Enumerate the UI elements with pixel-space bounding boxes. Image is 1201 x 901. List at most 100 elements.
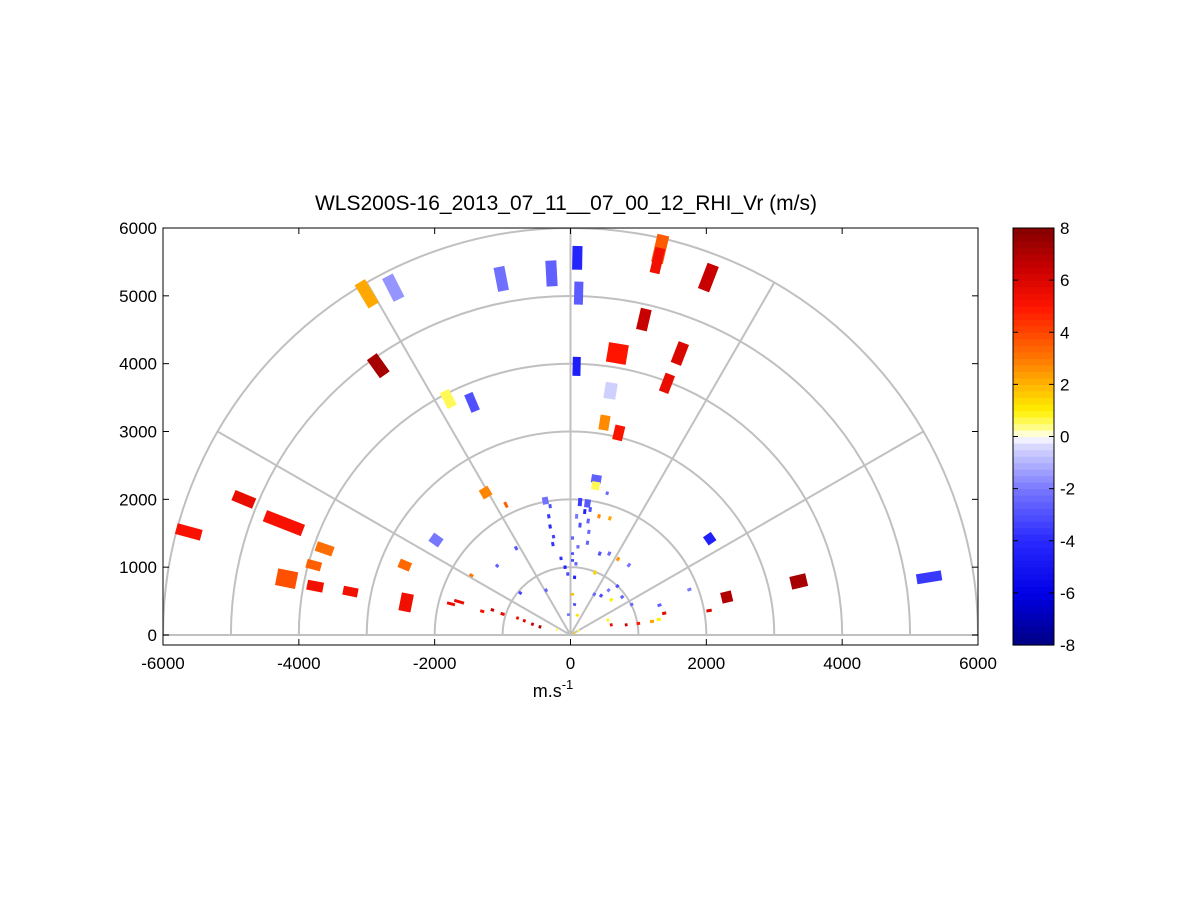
velocity-point-103 xyxy=(720,590,734,604)
colorbar-band xyxy=(1013,410,1054,418)
velocity-point-107 xyxy=(577,629,581,633)
velocity-point-55 xyxy=(548,524,552,529)
velocity-point-53 xyxy=(548,503,552,509)
colorbar-band xyxy=(1013,618,1054,627)
y-tick-label: 0 xyxy=(148,626,157,645)
velocity-point-85 xyxy=(608,597,614,602)
velocity-point-42 xyxy=(605,342,629,365)
velocity-point-57 xyxy=(550,541,555,547)
velocity-point-17 xyxy=(478,485,493,500)
colorbar-band xyxy=(1013,625,1054,633)
colorbar-band xyxy=(1013,586,1054,594)
colorbar-band xyxy=(1013,540,1054,548)
colorbar-tick-label: 6 xyxy=(1060,271,1069,290)
x-tick-label: -4000 xyxy=(277,654,320,673)
colorbar-band xyxy=(1013,267,1054,275)
colorbar-band xyxy=(1013,254,1054,262)
colorbar-band xyxy=(1013,501,1054,509)
velocity-point-89 xyxy=(629,602,634,607)
velocity-point-5 xyxy=(305,558,323,572)
velocity-point-52 xyxy=(577,497,583,507)
velocity-point-13 xyxy=(479,609,485,614)
colorbar-band xyxy=(1013,338,1054,346)
colorbar-band xyxy=(1013,475,1054,483)
colorbar-tick-label: -2 xyxy=(1060,480,1075,499)
colorbar-band xyxy=(1013,573,1054,581)
velocity-point-11 xyxy=(453,598,465,605)
colorbar-tick-label: 8 xyxy=(1060,219,1069,238)
colorbar-band xyxy=(1013,592,1054,600)
velocity-point-90 xyxy=(615,556,621,562)
colorbar-band xyxy=(1013,566,1054,574)
velocity-point-29 xyxy=(439,388,457,410)
colorbar-band xyxy=(1013,631,1054,640)
velocity-point-54 xyxy=(546,514,551,519)
velocity-point-36 xyxy=(573,281,584,305)
colorbar-tick-label: 4 xyxy=(1060,323,1069,342)
velocity-point-9 xyxy=(397,558,413,572)
colorbar-band xyxy=(1013,579,1054,587)
velocity-point-21 xyxy=(517,590,523,596)
velocity-point-19 xyxy=(494,563,500,569)
velocity-point-97 xyxy=(649,619,655,624)
velocity-point-34 xyxy=(545,260,558,287)
colorbar-band xyxy=(1013,429,1054,438)
colorbar-band xyxy=(1013,371,1054,379)
colorbar-band xyxy=(1013,325,1054,333)
velocity-point-101 xyxy=(686,587,692,592)
colorbar-band xyxy=(1013,358,1054,366)
colorbar-band xyxy=(1013,416,1054,425)
colorbar-band xyxy=(1013,345,1054,353)
y-axis: 0 1000 2000 3000 4000 5000 6000 xyxy=(119,219,978,645)
velocity-point-45 xyxy=(603,381,618,400)
velocity-point-7 xyxy=(342,585,359,598)
velocity-point-30 xyxy=(464,391,480,413)
velocity-point-47 xyxy=(612,424,626,442)
colorbar-band xyxy=(1013,469,1054,477)
colorbar-band xyxy=(1013,462,1054,470)
colorbar-band xyxy=(1013,280,1054,288)
colorbar-band xyxy=(1013,508,1054,516)
velocity-point-71 xyxy=(585,540,590,546)
colorbar-tick-label: 0 xyxy=(1060,428,1069,447)
velocity-point-88 xyxy=(619,594,625,600)
velocity-point-81 xyxy=(606,551,612,557)
velocity-point-23 xyxy=(522,618,527,623)
velocity-point-96 xyxy=(636,621,641,626)
velocity-point-14 xyxy=(490,607,495,612)
colorbar-band xyxy=(1013,228,1054,236)
velocity-point-26 xyxy=(555,627,559,632)
chart-title: WLS200S-16_2013_07_11__07_00_12_RHI_Vr (… xyxy=(315,192,817,215)
velocity-point-106 xyxy=(915,570,943,585)
colorbar-band xyxy=(1013,247,1054,255)
velocity-point-92 xyxy=(605,491,610,496)
colorbar-band xyxy=(1013,534,1054,542)
velocity-point-79 xyxy=(607,515,612,521)
velocity-point-33 xyxy=(493,265,509,292)
colorbar-band xyxy=(1013,306,1054,314)
velocity-point-31 xyxy=(354,279,379,309)
x-axis-label: m.s-1 xyxy=(533,677,574,701)
velocity-point-32 xyxy=(382,273,405,302)
y-tick-label: 4000 xyxy=(119,355,157,374)
colorbar-band xyxy=(1013,521,1054,529)
colorbar-band xyxy=(1013,612,1054,620)
velocity-point-18 xyxy=(503,501,509,509)
colorbar-band xyxy=(1013,599,1054,607)
velocity-point-0 xyxy=(174,523,203,541)
colorbar-band xyxy=(1013,312,1054,320)
y-tick-label: 5000 xyxy=(119,287,157,306)
velocity-point-51 xyxy=(583,498,591,508)
colorbar-band xyxy=(1013,482,1054,490)
velocity-point-4 xyxy=(306,579,325,593)
spoke-60 xyxy=(569,282,776,636)
colorbar-band xyxy=(1013,547,1054,555)
velocity-point-104 xyxy=(706,608,712,613)
velocity-point-99 xyxy=(657,603,662,608)
velocity-point-80 xyxy=(597,551,602,557)
velocity-point-41 xyxy=(636,307,652,332)
velocity-point-39 xyxy=(649,246,666,275)
colorbar-band xyxy=(1013,527,1054,535)
colorbar-band xyxy=(1013,443,1054,451)
y-tick-label: 1000 xyxy=(119,558,157,577)
